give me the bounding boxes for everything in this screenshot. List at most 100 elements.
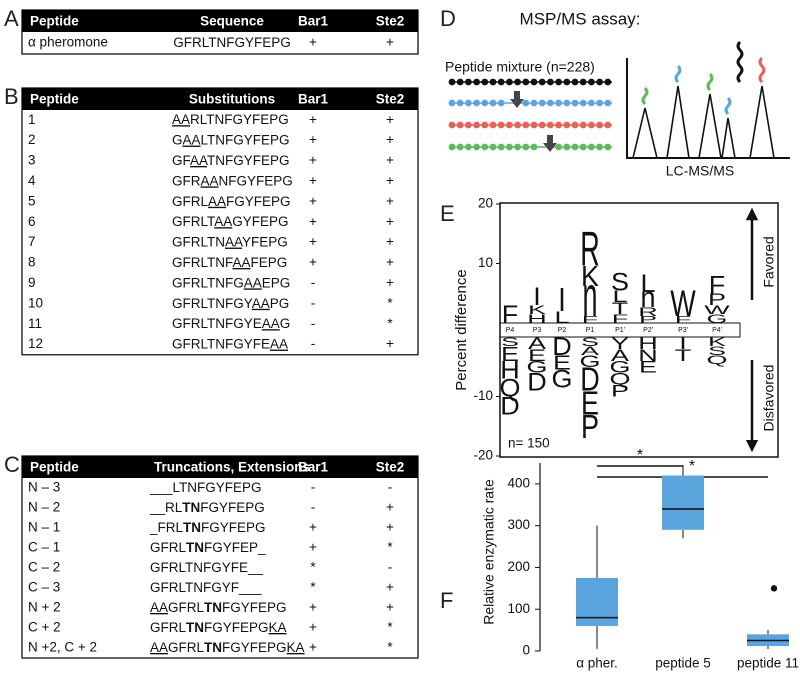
logo-frame [499, 202, 779, 458]
panel-label: F [440, 588, 453, 613]
peptide-name: N + 2 [28, 600, 61, 615]
y-tick-label: 200 [507, 559, 530, 574]
sequence-part: NFGYFEPG [219, 173, 293, 188]
sequence-part: YFEPG [242, 234, 288, 249]
sequence-part: AA [150, 600, 168, 615]
sequence: GFRAANFGYFEPG [172, 173, 293, 188]
significance: * [689, 458, 695, 475]
sequence-part: GFRLTNFGYF___ [150, 580, 262, 595]
bar1-cell: + [309, 35, 317, 50]
residue-letter: Y [611, 334, 629, 352]
sequence-part: FEPG [251, 255, 288, 270]
sequence: GFRLTNFGYFEPGKA [150, 620, 287, 635]
residue-letter: L [612, 287, 627, 305]
peptide-name: 6 [28, 214, 36, 229]
residue-letter: E [581, 386, 599, 422]
residue-letter: H [500, 358, 519, 385]
position-label: P2′ [643, 327, 654, 334]
column-header: Substitutions [189, 92, 275, 107]
residue-letter: K [528, 303, 546, 317]
bar1-cell: + [309, 640, 317, 655]
table-frame [21, 9, 419, 55]
sequence-part: AA [183, 132, 201, 147]
bar1-cell: + [309, 620, 317, 635]
fragment [674, 64, 682, 84]
position-label: P1 [586, 327, 595, 334]
fragment [758, 56, 766, 84]
ste2-cell: + [386, 255, 394, 270]
residue-letter: S [708, 344, 726, 358]
bar1-cell: - [311, 275, 316, 290]
position-label: P2 [558, 327, 567, 334]
sequence-part: GFR [172, 173, 201, 188]
sequence-part: GFRL [150, 620, 186, 635]
sequence-part: TN [183, 520, 201, 535]
ste2-cell: * [387, 295, 393, 310]
sequence: GFRLTNFGYFE__ [150, 560, 264, 575]
ste2-cell: + [386, 500, 394, 515]
bar1-cell: - [311, 336, 316, 351]
panel-label: E [440, 201, 455, 226]
column-header: Peptide [30, 460, 79, 475]
sequence-part: GFRLTNFGYFE__ [150, 560, 264, 575]
peptide-name: C – 2 [28, 560, 60, 575]
sequence: GFRLTNAAYFEPG [172, 234, 288, 249]
sequence-part: G [280, 316, 291, 331]
residue-letter: W [704, 303, 730, 317]
position-label: P3′ [678, 327, 689, 334]
ste2-cell: + [386, 234, 394, 249]
peptide-name: C – 3 [28, 580, 60, 595]
bar1-cell: * [310, 580, 316, 595]
ste2-cell: * [387, 316, 393, 331]
sequence-part: AA [190, 153, 208, 168]
sequence-part: G [172, 132, 183, 147]
residue-letter: L [640, 271, 655, 298]
residue-letter: D [552, 334, 571, 361]
sequence-part: KA [269, 620, 287, 635]
panel-label: B [4, 84, 19, 109]
instrument-label: LC-MS/MS [666, 163, 734, 179]
column-header: Ste2 [376, 92, 405, 107]
sequence-part: GFRLTNFGY [172, 295, 253, 310]
bar1-cell: - [311, 480, 316, 495]
residue-letter: T [675, 346, 692, 364]
sequence-part: EPG [262, 275, 291, 290]
residue-letter: K [708, 335, 726, 349]
disfavored-label: Disfavored [761, 365, 777, 432]
residue-letter: G [610, 358, 631, 376]
residue-letter: I [533, 284, 541, 311]
fragment [706, 72, 714, 92]
sequence: _FRLTNFGYFEPG [149, 520, 266, 535]
sequence: GFAATNFGYFEPG [172, 153, 290, 168]
ste2-cell: * [387, 620, 393, 635]
sequence-part: TNFGYFEPG [207, 153, 290, 168]
residue-letter: I [679, 334, 687, 352]
ste2-cell: + [386, 275, 394, 290]
ste2-cell: + [386, 35, 394, 50]
peptide-name: N +2, C + 2 [28, 640, 97, 655]
cleavage-arrow [510, 99, 524, 108]
column-header: Bar1 [298, 460, 329, 475]
sequence-part: GFRLTNF [172, 255, 233, 270]
sequence-part: AA [262, 316, 280, 331]
sequence: GAALTNFGYFEPG [172, 132, 290, 147]
residue-letter: F [502, 302, 518, 329]
peptide-name: C + 2 [28, 620, 61, 635]
residue-letter: D [580, 362, 600, 398]
residue-letter: A [581, 344, 599, 358]
residue-letter: D [500, 393, 519, 420]
peptide-name: 3 [28, 153, 36, 168]
sequence-part: AA [208, 193, 226, 208]
ste2-cell: + [386, 336, 394, 351]
sequence: GFRLTNFAAFEPG [172, 255, 287, 270]
sequence: GFRLTNFGAAEPG [172, 275, 290, 290]
cleavage-arrow [514, 91, 520, 100]
sequence: AARLTNFGYFEPG [172, 112, 289, 127]
sequence-part: AA [270, 336, 288, 351]
annotation: n= 150 [508, 436, 550, 451]
ste2-cell: + [386, 600, 394, 615]
sequence-part: GFRLTN [172, 234, 225, 249]
sequence-part: FGYFEPG [201, 520, 266, 535]
column-header: Ste2 [376, 460, 405, 475]
bar1-cell: + [309, 112, 317, 127]
